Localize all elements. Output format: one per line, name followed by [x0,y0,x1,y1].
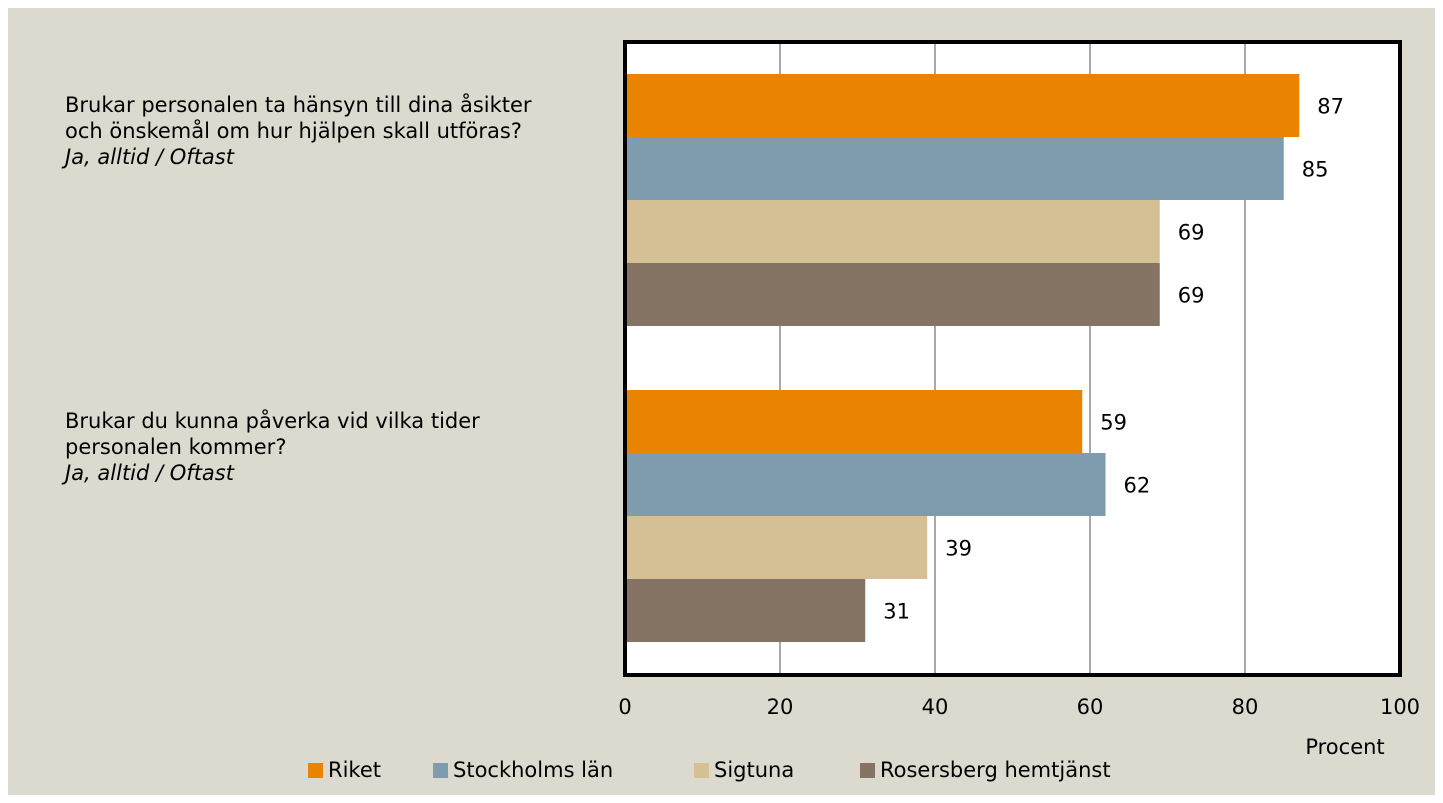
x-tick-label: 20 [767,695,794,719]
x-tick-label: 40 [922,695,949,719]
data-label: 69 [1178,221,1205,245]
plot-frame [623,40,1402,677]
x-axis-label: Procent [1305,735,1384,759]
data-label: 62 [1124,474,1151,498]
category-text: Brukar du kunna påverka vid vilka tider … [65,409,480,459]
bar [625,579,866,642]
data-label: 85 [1302,158,1329,182]
category-note: Ja, alltid / Oftast [65,145,234,169]
legend-label: Sigtuna [714,758,794,782]
bar [625,137,1284,200]
x-tick-label: 0 [618,695,631,719]
x-tick-label: 80 [1232,695,1259,719]
bar [625,453,1106,516]
category-note: Ja, alltid / Oftast [65,461,234,485]
legend-swatch [694,763,709,778]
x-tick-label: 100 [1380,695,1420,719]
bar [625,263,1160,326]
data-label: 69 [1178,284,1205,308]
x-tick-label: 60 [1077,695,1104,719]
legend-swatch [433,763,448,778]
data-label: 39 [945,537,972,561]
legend-label: Riket [328,758,381,782]
legend-label: Rosersberg hemtjänst [880,758,1111,782]
data-label: 31 [883,600,910,624]
data-label: 87 [1317,95,1344,119]
legend-swatch [308,763,323,778]
category-label: Brukar du kunna påverka vid vilka tider … [65,408,570,486]
bar [625,390,1083,453]
data-label: 59 [1100,411,1127,435]
bar [625,74,1300,137]
legend-label: Stockholms län [453,758,613,782]
bar [625,516,928,579]
bar [625,200,1160,263]
legend-swatch [860,763,875,778]
category-text: Brukar personalen ta hänsyn till dina ås… [65,93,532,143]
category-label: Brukar personalen ta hänsyn till dina ås… [65,92,570,170]
